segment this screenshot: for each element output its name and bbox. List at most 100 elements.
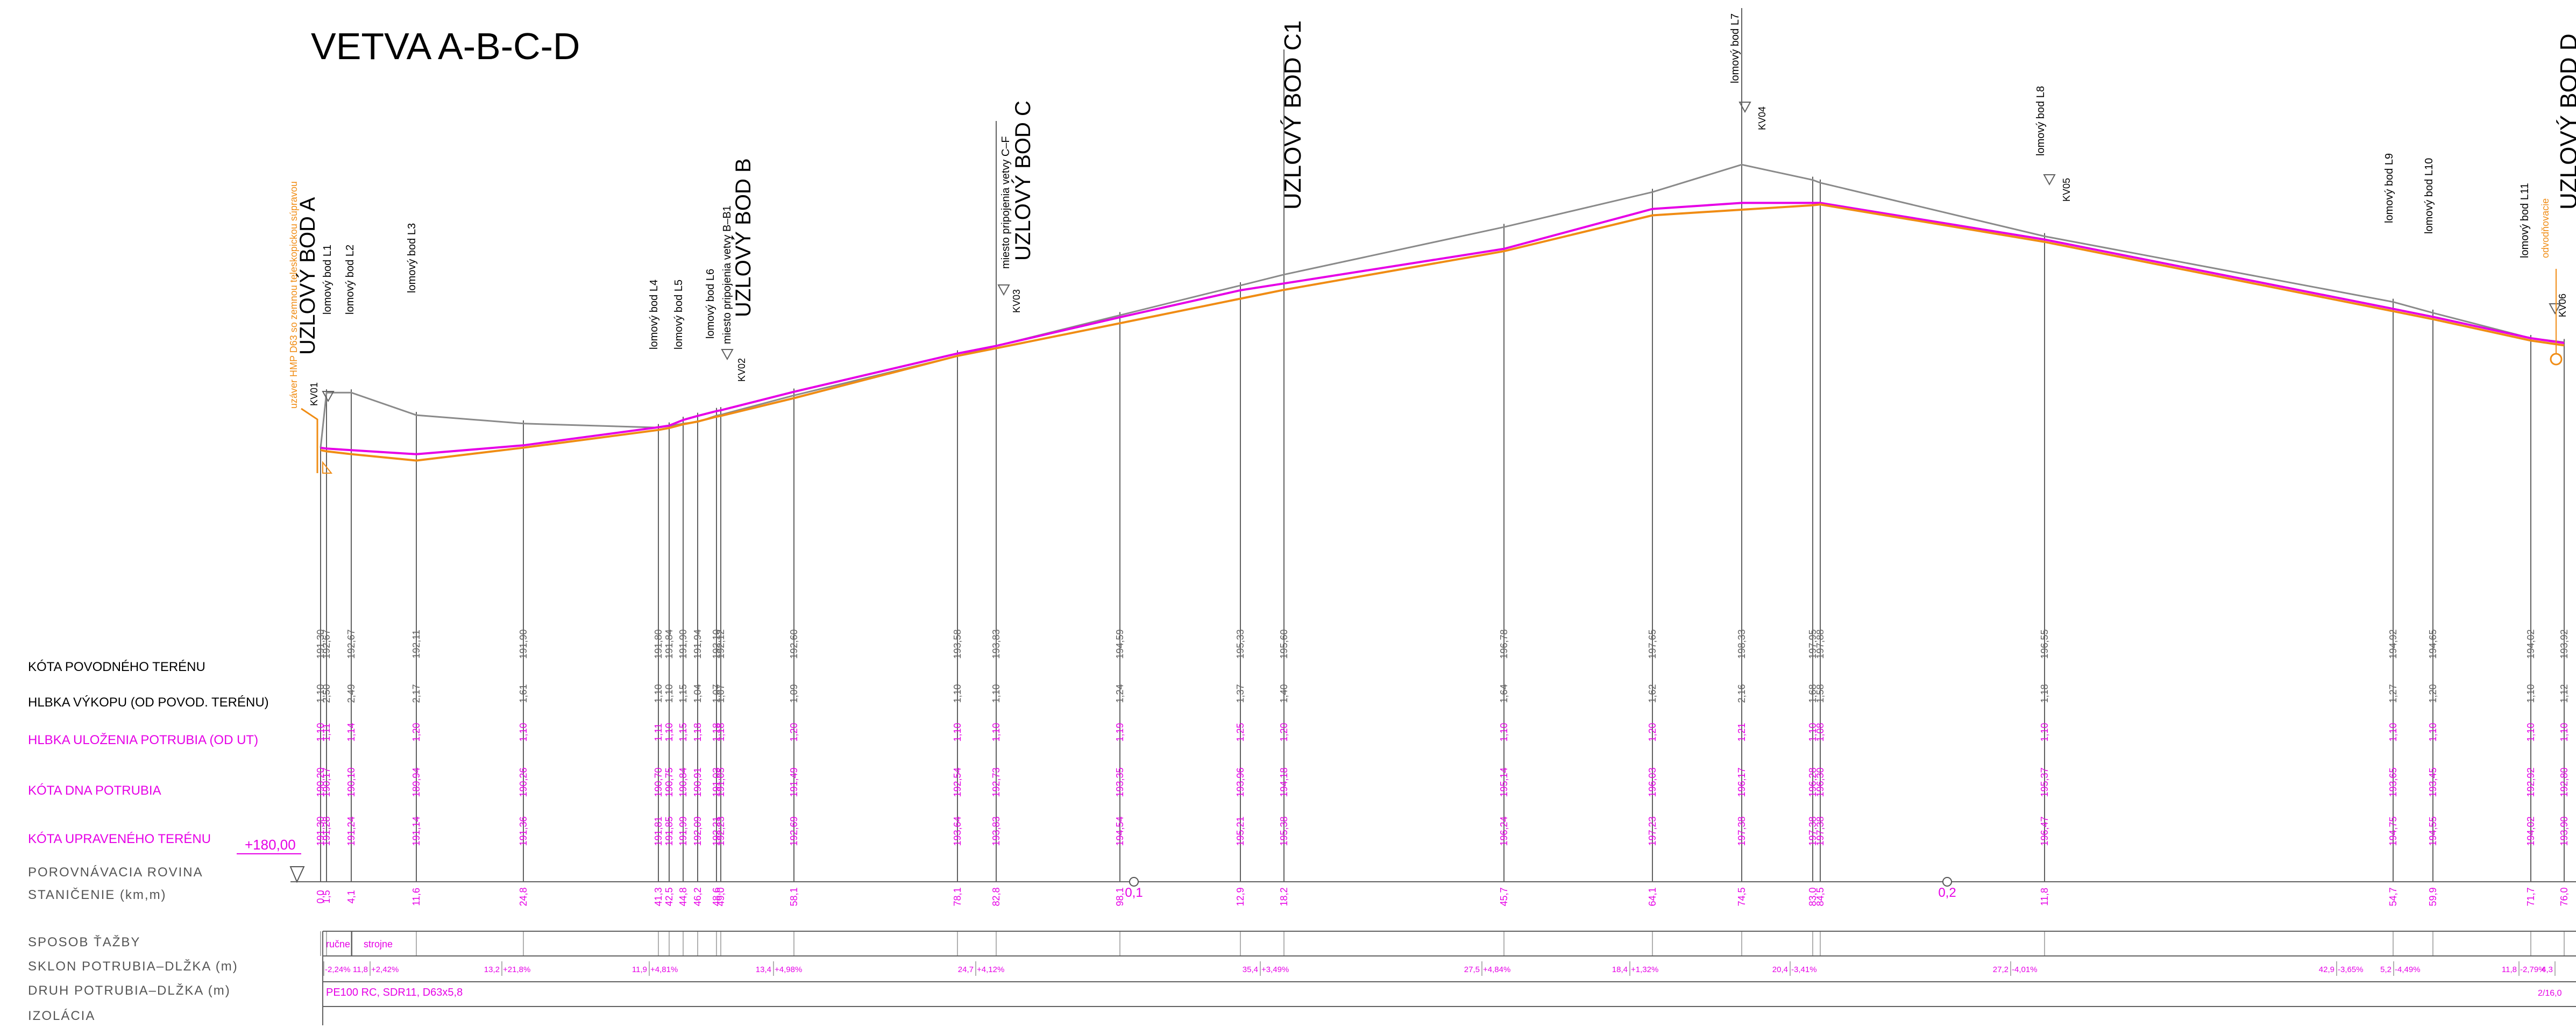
value-stanicenie: 12,9 <box>1235 887 1246 906</box>
value-dig: 1,07 <box>711 684 722 703</box>
value-bottom: 190,84 <box>678 767 689 797</box>
slope-length: 5,2 <box>2380 965 2392 974</box>
slope-percent: +4,81% <box>650 965 678 974</box>
shaft-marker <box>1738 102 1751 113</box>
km-mark: 0,1 <box>1125 886 1142 900</box>
value-bottom: 195,37 <box>2039 767 2050 797</box>
break-label: lomový bod L5 <box>673 280 685 349</box>
value-dig: 1,40 <box>1279 684 1289 703</box>
value-stanicenie: 98,1 <box>1115 887 1125 906</box>
node-label-a: UZLOVÝ BOD A <box>295 197 320 355</box>
value-depth: 1,18 <box>692 723 703 741</box>
value-orig: 194,92 <box>2388 629 2398 659</box>
shaft-marker <box>2549 303 2561 315</box>
break-label: lomový bod L2 <box>344 245 356 315</box>
value-stanicenie: 24,8 <box>518 887 529 906</box>
break-label: lomový bod L11 <box>2519 183 2531 258</box>
pipe-bottom-line <box>320 203 2565 462</box>
break-label: lomový bod L4 <box>648 280 660 349</box>
value-design: 197,23 <box>1647 816 1658 846</box>
value-bottom: 191,05 <box>715 767 726 797</box>
value-design: 197,38 <box>1736 816 1747 846</box>
break-label: lomový bod L7 <box>1729 13 1741 83</box>
value-dig: 1,10 <box>315 684 326 703</box>
value-stanicenie: 64,1 <box>1647 887 1658 906</box>
value-bottom: 191,49 <box>789 767 799 797</box>
sposob-machine: strojne <box>364 939 393 950</box>
value-bottom: 190,20 <box>315 767 326 797</box>
value-dig: 1,27 <box>2388 684 2398 703</box>
value-orig: 194,59 <box>1115 629 1125 659</box>
value-orig: 192,67 <box>346 629 357 659</box>
note-drain: odvodňovacie <box>2540 198 2551 258</box>
row-label-hlbka-vykopu: HLBKA VÝKOPU (OD POVOD. TERÉNU) <box>28 695 269 710</box>
slope-length: 13,2 <box>484 965 500 974</box>
station-values: 191,301,101,10190,20191,300,0192,672,501… <box>315 629 2570 906</box>
value-design: 194,55 <box>2428 816 2438 846</box>
value-bottom: 192,92 <box>2525 767 2536 797</box>
slope-percent: +1,32% <box>1631 965 1658 974</box>
value-stanicenie: 83,0 <box>1807 887 1818 906</box>
design-terrain-line <box>320 202 2565 455</box>
value-stanicenie: 4,1 <box>346 890 357 903</box>
value-dig: 1,62 <box>1647 684 1658 703</box>
value-dig: 2,49 <box>346 684 357 703</box>
note-c-f: miesto pripojenia vetvy C–F <box>1000 136 1012 269</box>
slope-percent: -3,41% <box>1791 965 1817 974</box>
break-label: lomový bod L10 <box>2423 158 2435 234</box>
value-dig: 2,17 <box>411 684 422 703</box>
value-design: 196,24 <box>1499 816 1509 846</box>
value-bottom: 190,10 <box>346 767 357 797</box>
node-label-b: UZLOVÝ BOD B <box>731 158 755 317</box>
km-mark: 0,2 <box>1938 886 1956 900</box>
value-depth: 1,18 <box>715 723 726 741</box>
value-depth: 1,11 <box>321 723 332 741</box>
shaft-marker <box>997 284 1010 296</box>
value-depth: 1,10 <box>664 723 675 741</box>
slope-length: 27,2 <box>1993 965 2009 974</box>
value-depth: 1,10 <box>518 723 529 741</box>
value-orig: 191,84 <box>664 629 675 659</box>
value-dig: 2,50 <box>321 684 332 703</box>
value-depth: 1,11 <box>653 723 664 741</box>
slope-length: 18,4 <box>1612 965 1628 974</box>
value-design: 192,21 <box>711 816 722 846</box>
km-circle <box>1129 877 1139 887</box>
value-dig: 2,16 <box>1736 684 1747 703</box>
value-design: 194,54 <box>1115 816 1125 846</box>
value-stanicenie: 42,5 <box>664 887 675 906</box>
value-orig: 197,65 <box>1647 629 1658 659</box>
value-bottom: 193,65 <box>2388 767 2398 797</box>
value-depth: 1,10 <box>2525 723 2536 741</box>
slope-length: 11,9 <box>632 965 647 974</box>
value-dig: 1,09 <box>789 684 799 703</box>
row-label-izolacia: IZOLÁCIA <box>28 1009 95 1023</box>
shaft-label: KV02 <box>736 358 747 382</box>
value-depth: 1,15 <box>678 723 689 741</box>
value-orig: 192,60 <box>789 629 799 659</box>
value-bottom: 192,73 <box>991 767 1002 797</box>
shaft-marker <box>322 391 335 403</box>
slope-percent: -4,01% <box>2012 965 2038 974</box>
value-dig: 1,04 <box>692 684 703 703</box>
slope-percent: +4,84% <box>1483 965 1510 974</box>
value-orig: 196,78 <box>1499 629 1509 659</box>
value-design: 191,99 <box>678 816 689 846</box>
value-depth: 1,20 <box>1647 723 1658 741</box>
slope-length: 24,7 <box>958 965 974 974</box>
value-design: 193,90 <box>2559 816 2570 846</box>
value-depth: 1,10 <box>2388 723 2398 741</box>
value-stanicenie: 48,6 <box>711 887 722 906</box>
value-bottom: 195,14 <box>1499 767 1509 797</box>
station-lines <box>320 8 2565 956</box>
row-label-druh: DRUH POTRUBIA–DLŽKA (m) <box>28 983 231 998</box>
value-stanicenie: 78,1 <box>952 887 963 906</box>
profile-lines <box>320 163 2565 462</box>
value-stanicenie: 82,8 <box>991 887 1002 906</box>
value-design: 191,28 <box>321 816 332 846</box>
value-stanicenie: 59,9 <box>2428 887 2438 906</box>
value-bottom: 192,80 <box>2559 767 2570 797</box>
value-orig: 197,88 <box>1815 629 1826 659</box>
value-dig: 1,37 <box>1235 684 1246 703</box>
km-circle <box>1942 877 1952 887</box>
